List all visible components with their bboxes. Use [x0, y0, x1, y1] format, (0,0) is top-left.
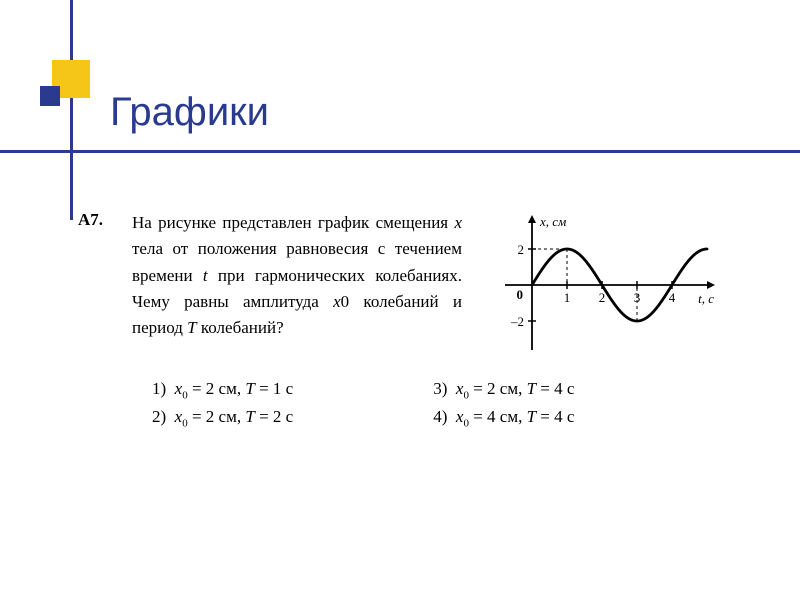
answers-col-2: 3) x0 = 2 см, T = 4 с 4) x0 = 4 см, T = …	[433, 379, 574, 430]
answer-4: 4) x0 = 4 см, T = 4 с	[433, 407, 574, 429]
answer-3: 3) x0 = 2 см, T = 4 с	[433, 379, 574, 401]
problem-text: На рисунке представлен график смещения x…	[132, 210, 462, 342]
svg-text:–2: –2	[510, 314, 524, 329]
answers-col-1: 1) x0 = 2 см, T = 1 с 2) x0 = 2 см, T = …	[152, 379, 293, 430]
problem-label: А7.	[78, 210, 114, 230]
slide-decoration	[40, 60, 120, 160]
svg-text:x, см: x, см	[539, 214, 566, 229]
answer-options: 1) x0 = 2 см, T = 1 с 2) x0 = 2 см, T = …	[152, 379, 750, 430]
slide-title: Графики	[110, 90, 269, 135]
svg-text:1: 1	[564, 290, 571, 305]
problem-row: А7. На рисунке представлен график смещен…	[78, 210, 750, 365]
decor-blue-square	[40, 86, 60, 106]
decor-horizontal-line	[0, 150, 800, 153]
decor-vertical-line	[70, 0, 73, 220]
slide-content: А7. На рисунке представлен график смещен…	[78, 210, 750, 430]
answer-1: 1) x0 = 2 см, T = 1 с	[152, 379, 293, 401]
chart-container: 2 –2 1 2 3 4 0 x, см t, с	[490, 210, 720, 365]
oscillation-chart: 2 –2 1 2 3 4 0 x, см t, с	[490, 210, 720, 360]
svg-text:2: 2	[518, 242, 525, 257]
svg-text:3: 3	[634, 290, 641, 305]
svg-text:4: 4	[669, 290, 676, 305]
svg-text:t, с: t, с	[698, 291, 714, 306]
svg-text:2: 2	[599, 290, 606, 305]
answer-2: 2) x0 = 2 см, T = 2 с	[152, 407, 293, 429]
svg-text:0: 0	[517, 287, 524, 302]
